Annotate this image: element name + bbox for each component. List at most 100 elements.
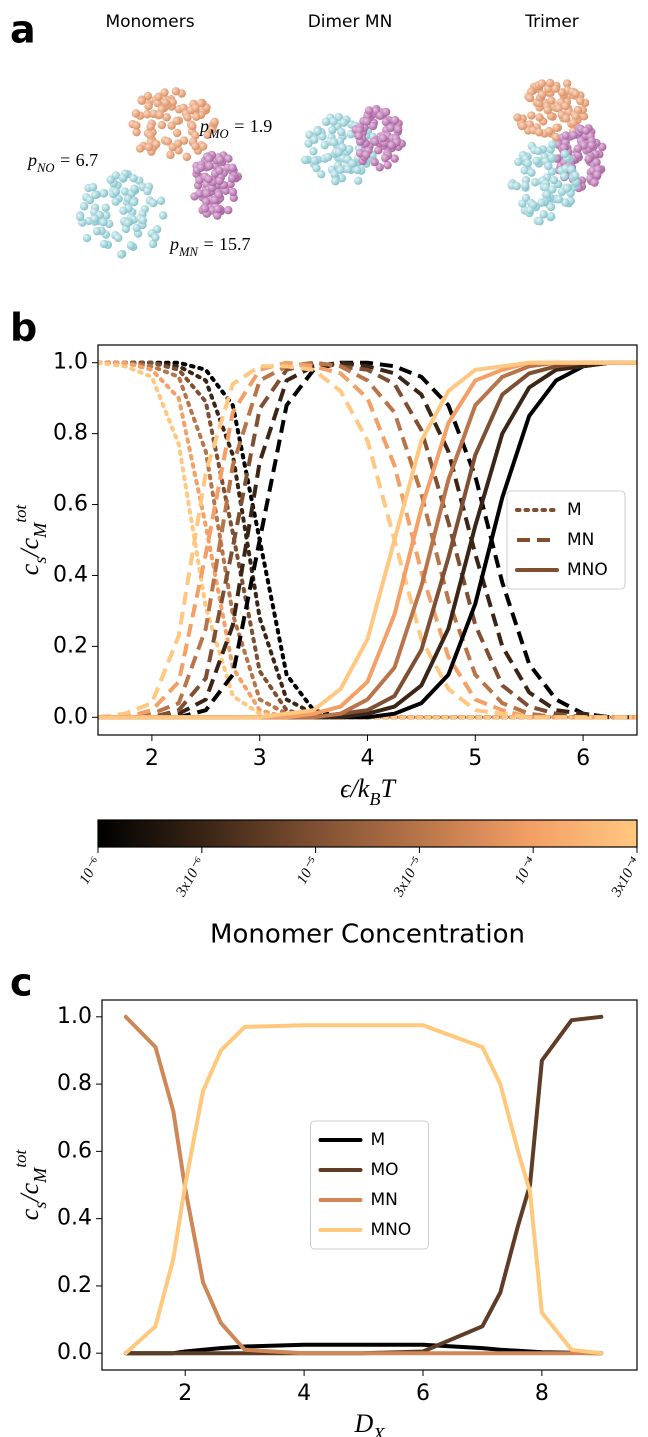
bead xyxy=(228,187,238,197)
legend-box xyxy=(506,490,626,590)
panel-letter: b xyxy=(10,306,37,350)
bead xyxy=(562,114,571,123)
bead xyxy=(390,154,399,163)
legend-label: M xyxy=(567,500,582,520)
legend-label: MNO xyxy=(567,560,608,580)
series-line xyxy=(98,360,637,720)
plot-frame xyxy=(97,344,638,736)
bead xyxy=(144,142,154,152)
bead xyxy=(521,181,530,190)
bead xyxy=(560,149,569,159)
bead xyxy=(534,146,543,156)
label-part: MN xyxy=(178,245,198,259)
molecule xyxy=(190,150,243,220)
bead xyxy=(541,183,551,192)
y-axis-label: cs/cMtot xyxy=(11,1149,50,1221)
bead xyxy=(146,122,155,131)
bead xyxy=(547,140,557,149)
bead xyxy=(518,199,527,208)
plot-lines xyxy=(98,360,637,720)
x-tick-label: 2 xyxy=(178,1381,192,1406)
bead xyxy=(144,102,153,111)
label-part: tot xyxy=(11,504,30,523)
label-part: M xyxy=(30,522,50,539)
x-axis-label: ϵ/kBT xyxy=(340,774,396,809)
bead xyxy=(192,112,201,122)
bead xyxy=(581,126,591,135)
bead xyxy=(215,155,225,165)
molecule xyxy=(300,112,377,186)
bead xyxy=(75,212,85,222)
bead xyxy=(527,87,536,96)
bead xyxy=(381,117,391,127)
bead xyxy=(171,87,181,96)
bead xyxy=(188,121,197,131)
bead xyxy=(330,170,339,179)
bead xyxy=(323,152,333,162)
bead xyxy=(79,202,89,211)
bead xyxy=(561,198,570,207)
y-tick-label: 1.0 xyxy=(53,350,88,375)
y-tick-label: 0.2 xyxy=(57,1273,92,1298)
bead xyxy=(590,178,599,187)
bead xyxy=(173,139,183,148)
bead xyxy=(547,212,556,221)
bead xyxy=(513,113,522,122)
bead xyxy=(571,89,580,98)
bead xyxy=(537,198,546,207)
bead xyxy=(304,139,313,148)
bead xyxy=(172,128,182,138)
bead xyxy=(554,104,563,113)
x-tick-label: 2 xyxy=(145,746,159,771)
bead xyxy=(132,121,141,130)
bead xyxy=(182,152,191,162)
bead xyxy=(559,143,569,153)
bead xyxy=(544,161,553,171)
series-line xyxy=(98,360,637,720)
bead xyxy=(131,109,141,118)
bead xyxy=(119,206,128,215)
bead xyxy=(364,106,374,115)
y-tick-label: 0.4 xyxy=(53,562,88,587)
label-part: NO xyxy=(36,161,55,175)
x-tick-label: 6 xyxy=(576,746,590,771)
bead xyxy=(569,118,578,127)
bead xyxy=(204,174,213,184)
bead xyxy=(215,176,224,186)
label-part: /c xyxy=(15,537,44,558)
bead xyxy=(154,92,163,102)
bead xyxy=(328,125,337,135)
panel-title: Monomers xyxy=(105,12,194,32)
bead xyxy=(587,141,596,150)
bead xyxy=(512,181,521,191)
y-tick-label: 0.8 xyxy=(57,1071,92,1096)
molecule xyxy=(351,104,406,172)
bead xyxy=(535,113,544,122)
label-part: p xyxy=(168,234,179,254)
bead xyxy=(380,153,390,163)
bead xyxy=(547,96,556,105)
label-part: c xyxy=(15,563,44,575)
bead xyxy=(563,184,572,193)
bead xyxy=(111,187,121,196)
bead xyxy=(579,112,589,121)
annotation: pNO = 6.7 xyxy=(26,150,98,175)
bead xyxy=(227,174,237,183)
bead xyxy=(352,165,362,175)
bead xyxy=(204,154,214,164)
bead xyxy=(393,125,403,134)
bead xyxy=(525,205,535,215)
bead xyxy=(172,116,181,126)
bead xyxy=(571,171,580,180)
label-part: X xyxy=(372,1424,385,1437)
bead xyxy=(166,150,175,160)
bead xyxy=(532,156,541,166)
legend: M MO MN MNO xyxy=(310,1120,429,1250)
bead xyxy=(387,141,396,150)
bead xyxy=(198,142,208,151)
bead xyxy=(378,134,388,143)
series-line xyxy=(98,360,637,720)
bead xyxy=(336,165,345,175)
bead xyxy=(542,190,552,199)
bead xyxy=(145,131,155,140)
